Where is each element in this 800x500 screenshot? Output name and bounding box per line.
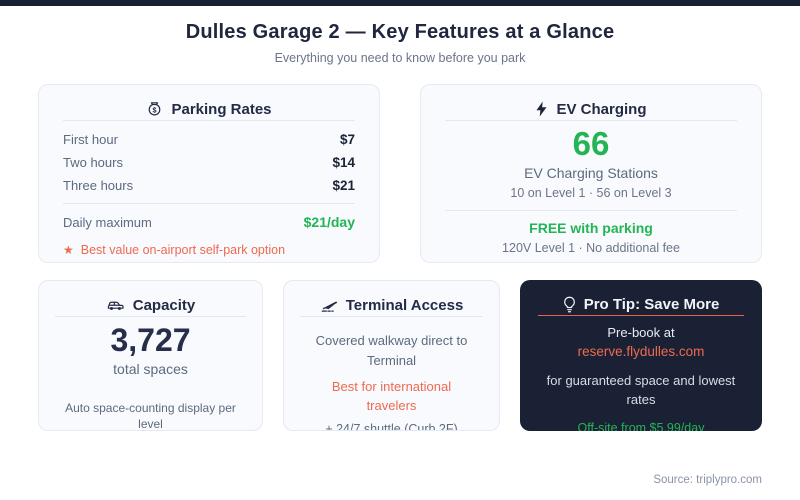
rate-value: $21 <box>332 178 355 193</box>
card-terminal-access: Terminal Access Covered walkway direct t… <box>283 280 500 431</box>
capacity-header: Capacity <box>55 281 246 316</box>
capacity-count: 3,727 <box>110 322 191 358</box>
card-parking-rates: $ Parking Rates First hour $7 Two hours … <box>38 84 380 263</box>
card-pro-tip: Pro Tip: Save More Pre-book at reserve.f… <box>520 280 762 431</box>
rate-value: $14 <box>332 155 355 170</box>
card-title: Pro Tip: Save More <box>583 295 720 313</box>
lightbulb-icon <box>563 296 576 313</box>
card-ev-charging: EV Charging 66 EV Charging Stations 10 o… <box>420 84 762 263</box>
divider <box>55 316 246 317</box>
divider <box>300 316 483 317</box>
pro-tip-intro: Pre-book at <box>607 325 675 340</box>
ev-charging-header: EV Charging <box>445 85 737 120</box>
card-title: Capacity <box>132 296 196 314</box>
coral-divider <box>538 315 744 316</box>
content: $ Parking Rates First hour $7 Two hours … <box>0 84 800 431</box>
rates-body: First hour $7 Two hours $14 Three hours … <box>63 121 355 203</box>
ev-free-highlight: FREE with parking <box>529 220 653 236</box>
daily-max-value: $21/day <box>303 214 355 230</box>
rate-row: Two hours $14 <box>63 151 355 174</box>
rate-label: First hour <box>63 132 118 147</box>
divider <box>63 203 355 204</box>
parking-rates-header: $ Parking Rates <box>63 85 355 120</box>
pro-tip-benefit: for guaranteed space and lowest rates <box>546 373 736 407</box>
page-title: Dulles Garage 2 — Key Features at a Glan… <box>185 21 615 43</box>
divider <box>63 120 355 121</box>
card-title: Parking Rates <box>171 100 272 118</box>
bottom-row: Capacity 3,727 total spaces Auto space-c… <box>38 280 762 431</box>
terminal-access-header: Terminal Access <box>300 281 483 316</box>
source-attribution: Source: triplypro.com <box>653 474 762 486</box>
rate-row: First hour $7 <box>63 128 355 151</box>
rate-label: Two hours <box>63 155 123 170</box>
ev-count-label: EV Charging Stations <box>524 165 658 181</box>
terminal-shuttle-note: + 24/7 shuttle (Curb 2F) <box>325 422 458 431</box>
svg-text:$: $ <box>153 105 157 114</box>
card-title: Terminal Access <box>345 296 464 314</box>
daily-maximum-row: Daily maximum $21/day <box>63 210 355 234</box>
money-bag-icon: $ <box>146 101 163 118</box>
top-row: $ Parking Rates First hour $7 Two hours … <box>38 84 762 263</box>
card-capacity: Capacity 3,727 total spaces Auto space-c… <box>38 280 263 431</box>
lightning-icon <box>535 101 548 117</box>
pro-tip-link[interactable]: reserve.flydulles.com <box>577 344 705 359</box>
best-value-text: Best value on-airport self-park option <box>80 243 286 257</box>
daily-max-label: Daily maximum <box>63 214 152 230</box>
top-accent-bar <box>0 0 800 6</box>
ev-free-detail: 120V Level 1 · No additional fee <box>502 241 680 255</box>
plane-takeoff-icon <box>320 298 338 313</box>
pro-tip-offsite: Off-site from $5.99/day <box>577 421 705 431</box>
rate-value: $7 <box>339 132 355 147</box>
pro-tip-header: Pro Tip: Save More <box>538 280 744 315</box>
page-header: Dulles Garage 2 — Key Features at a Glan… <box>0 21 800 65</box>
capacity-note: Auto space-counting display per level <box>65 401 236 431</box>
best-value-note: ★ Best value on-airport self-park option <box>63 243 355 257</box>
card-title: EV Charging <box>556 100 647 118</box>
ev-level-detail: 10 on Level 1 · 56 on Level 3 <box>510 186 672 200</box>
star-icon: ★ <box>63 243 74 257</box>
divider <box>445 210 737 211</box>
ev-count: 66 <box>572 125 610 162</box>
capacity-count-label: total spaces <box>113 361 188 377</box>
page-subtitle: Everything you need to know before you p… <box>274 51 526 65</box>
terminal-highlight-text: Best for international travelers <box>331 379 452 413</box>
divider <box>445 120 737 121</box>
rate-row: Three hours $21 <box>63 174 355 197</box>
terminal-walkway-text: Covered walkway direct to Terminal <box>315 333 468 368</box>
car-icon <box>106 298 125 312</box>
rate-label: Three hours <box>63 178 134 193</box>
